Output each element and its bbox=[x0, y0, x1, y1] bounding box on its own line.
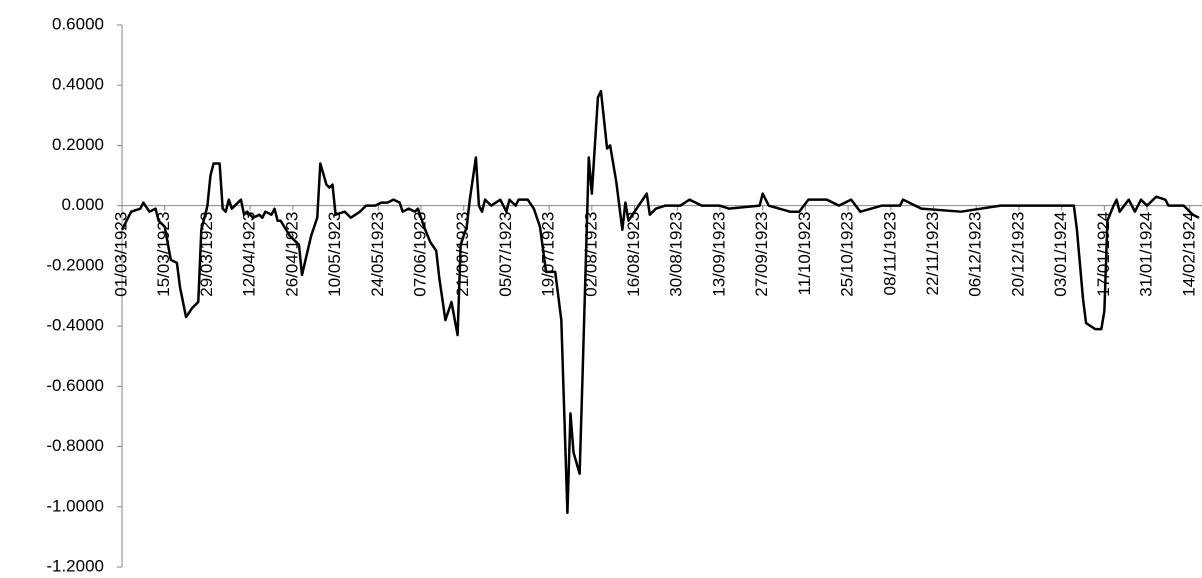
x-tick-label: 31/01/1924 bbox=[1137, 212, 1156, 297]
y-tick-label: -0.2000 bbox=[46, 255, 104, 274]
x-tick-label: 10/05/1923 bbox=[325, 212, 344, 297]
x-tick-label: 15/03/1923 bbox=[154, 212, 173, 297]
x-tick-label: 06/12/1923 bbox=[966, 212, 985, 297]
y-tick-label: 0.6000 bbox=[52, 14, 104, 33]
x-tick-label: 07/06/1923 bbox=[410, 212, 429, 297]
y-tick-label: 0.000 bbox=[61, 195, 104, 214]
x-tick-label: 20/12/1923 bbox=[1008, 212, 1027, 297]
y-tick-label: -0.8000 bbox=[46, 436, 104, 455]
x-tick-label: 25/10/1923 bbox=[838, 212, 857, 297]
x-tick-label: 19/07/1923 bbox=[539, 212, 558, 297]
x-tick-label: 01/03/1923 bbox=[111, 212, 130, 297]
x-tick-label: 08/11/1923 bbox=[880, 212, 899, 296]
y-tick-label: 0.4000 bbox=[52, 75, 104, 94]
x-tick-label: 16/08/1923 bbox=[624, 212, 643, 297]
x-tick-label: 27/09/1923 bbox=[752, 212, 771, 297]
x-tick-label: 13/09/1923 bbox=[709, 212, 728, 297]
y-tick-label: -0.4000 bbox=[46, 316, 104, 335]
y-tick-label: 0.2000 bbox=[52, 135, 104, 154]
x-tick-label: 22/11/1923 bbox=[923, 212, 942, 296]
y-tick-label: -1.2000 bbox=[46, 556, 104, 575]
x-tick-label: 17/01/1924 bbox=[1094, 212, 1113, 297]
y-tick-label: -1.0000 bbox=[46, 496, 104, 515]
x-tick-label: 30/08/1923 bbox=[667, 212, 686, 297]
x-tick-label: 21/06/1923 bbox=[453, 212, 472, 297]
x-tick-label: 14/02/1924 bbox=[1179, 212, 1198, 297]
x-tick-label: 11/10/1923 bbox=[795, 212, 814, 296]
line bbox=[120, 89, 1200, 515]
x-tick-label: 03/01/1924 bbox=[1051, 212, 1070, 297]
x-tick-label: 26/04/1923 bbox=[282, 212, 301, 297]
x-tick-label: 05/07/1923 bbox=[496, 212, 515, 297]
y-tick-label: -0.6000 bbox=[46, 376, 104, 395]
x-tick-label: 12/04/1923 bbox=[240, 212, 259, 297]
x-tick-label: 24/05/1923 bbox=[368, 212, 387, 297]
